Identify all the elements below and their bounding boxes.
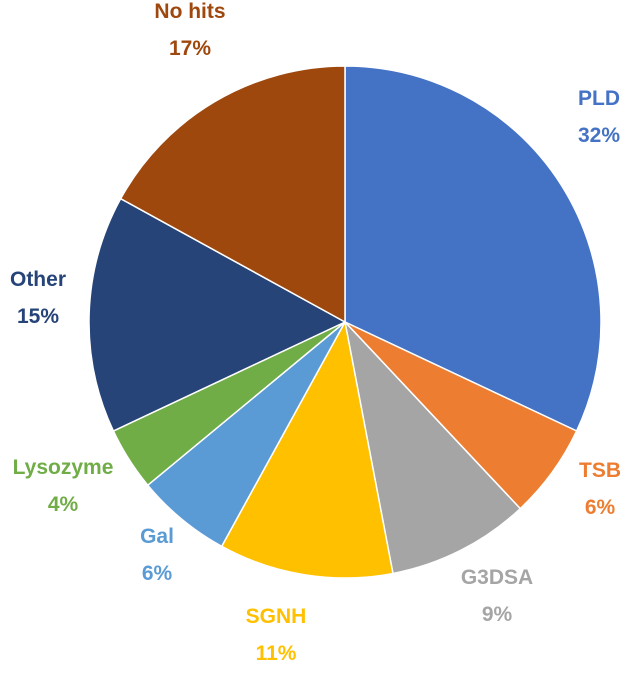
pie-slice-pld <box>344 65 602 432</box>
slice-label-no-hits: No hits <box>154 0 225 23</box>
slice-label-other: Other <box>10 268 66 291</box>
pie-slice-sgnh <box>220 319 394 579</box>
slice-percent-tsb: 6% <box>585 496 616 519</box>
slice-percent-other: 15% <box>17 305 59 328</box>
slice-percent-sgnh: 11% <box>256 642 297 665</box>
pie-slices <box>88 65 602 579</box>
slice-label-tsb: TSB <box>579 459 621 482</box>
pie-slice-no-hits <box>119 65 346 324</box>
slice-label-gal: Gal <box>140 525 174 548</box>
pie-slice-other <box>88 197 347 432</box>
pie-slice-g3dsa <box>343 319 522 575</box>
slice-percent-no-hits: 17% <box>169 37 211 60</box>
slice-percent-gal: 6% <box>142 562 173 585</box>
slice-percent-pld: 32% <box>578 124 620 147</box>
pie-labels: PLD 32% TSB 6% G3DSA 9% SGNH 11% Gal 6% Lysozyme 4%… <box>10 0 621 665</box>
slice-label-lysozyme: Lysozyme <box>13 456 114 479</box>
slice-label-pld: PLD <box>578 87 620 110</box>
slice-label-sgnh: SGNH <box>246 605 307 628</box>
slice-percent-g3dsa: 9% <box>482 603 513 626</box>
slice-percent-lysozyme: 4% <box>48 493 79 516</box>
slice-label-g3dsa: G3DSA <box>461 566 533 589</box>
